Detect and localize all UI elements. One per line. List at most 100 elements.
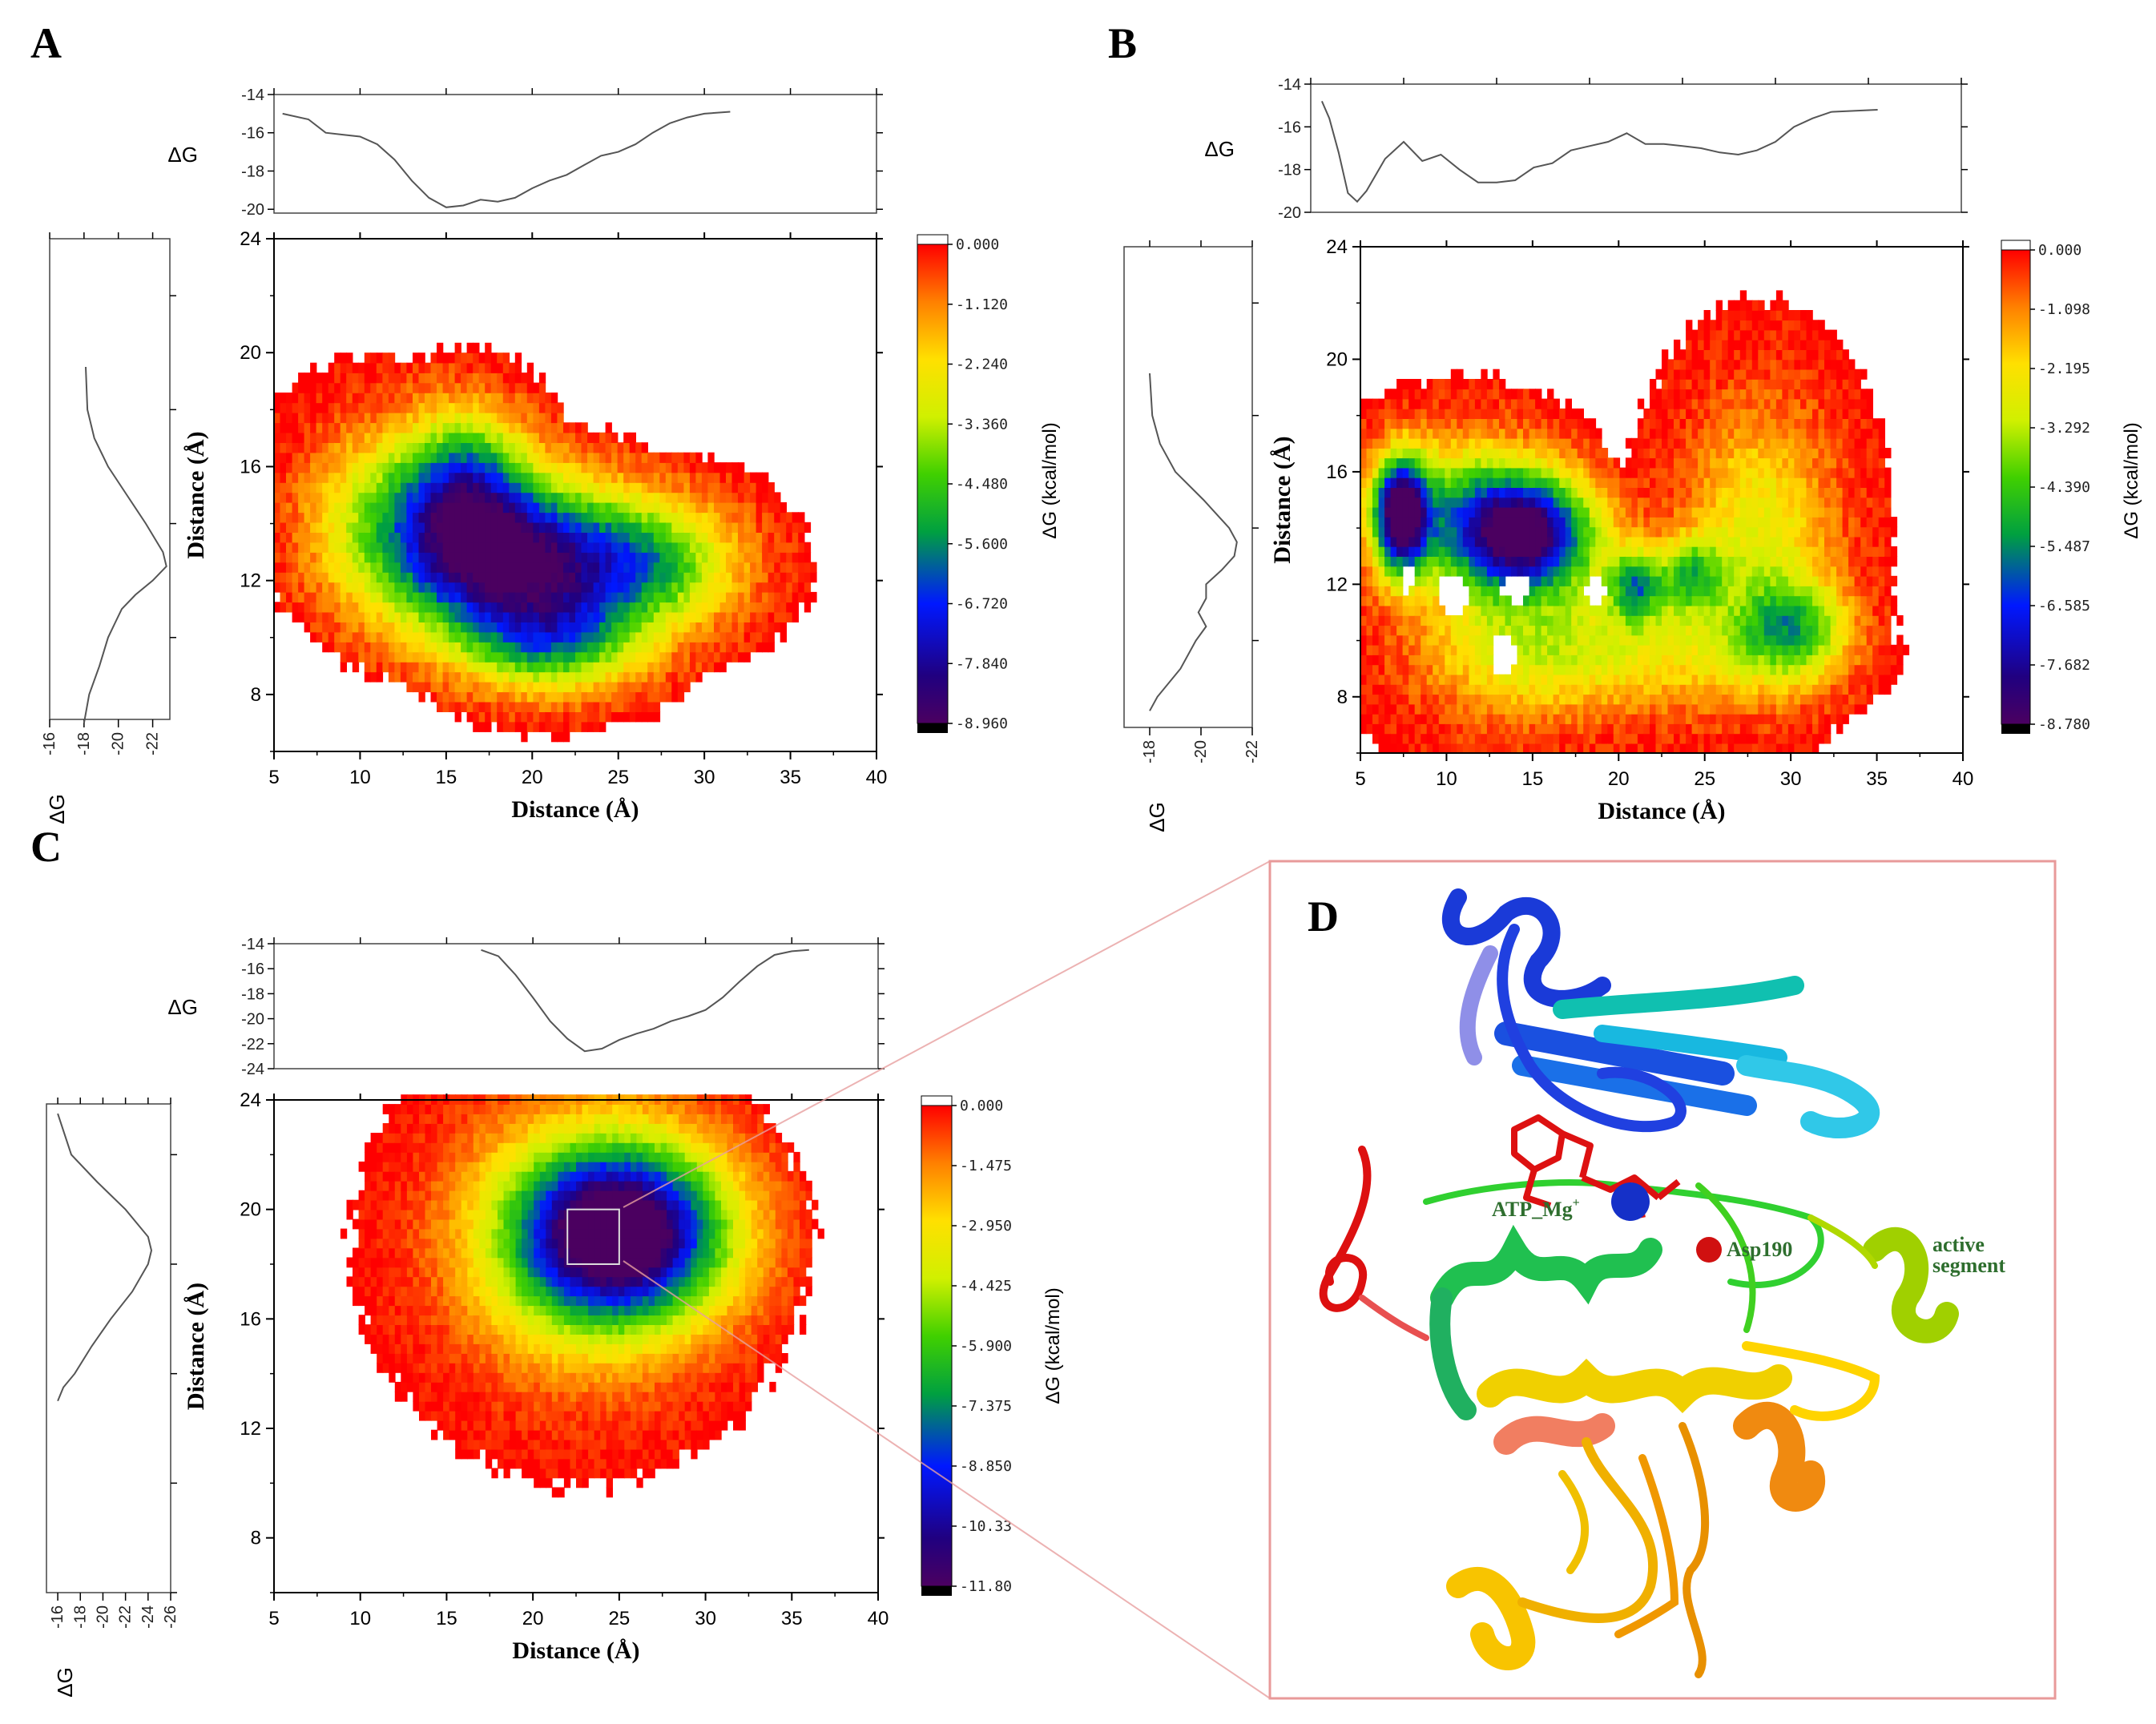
heatmap-cell: [726, 612, 732, 622]
heatmap-cell: [1475, 694, 1481, 704]
heatmap-cell: [726, 592, 732, 602]
heatmap-cell: [1643, 606, 1650, 616]
heatmap-cell: [353, 413, 359, 423]
heatmap-cell: [707, 473, 714, 483]
heatmap-cell: [358, 442, 365, 453]
heatmap-cell: [1535, 546, 1541, 557]
heatmap-cell: [1535, 448, 1541, 458]
heatmap-cell: [1571, 409, 1578, 419]
heatmap-cell: [497, 393, 503, 403]
heatmap-cell: [1499, 556, 1505, 566]
heatmap-cell: [1469, 457, 1475, 468]
heatmap-cell: [1457, 457, 1463, 468]
heatmap-cell: [1493, 399, 1499, 409]
heatmap-cell: [1698, 556, 1704, 566]
heatmap-cell: [503, 602, 510, 612]
heatmap-cell: [642, 442, 648, 453]
heatmap-cell: [1487, 546, 1493, 557]
heatmap-cell: [1499, 389, 1505, 399]
heatmap-cell: [491, 512, 498, 522]
heatmap-cell: [1583, 723, 1590, 734]
heatmap-cell: [1451, 448, 1457, 458]
heatmap-cell: [618, 632, 624, 642]
heatmap-cell: [599, 662, 606, 672]
heatmap-cell: [1607, 675, 1614, 685]
heatmap-cell: [1523, 556, 1529, 566]
heatmap-cell: [1360, 615, 1367, 626]
heatmap-cell: [1698, 369, 1704, 380]
heatmap-cell: [1578, 526, 1584, 537]
heatmap-cell: [1535, 723, 1541, 734]
heatmap-cell: [1451, 556, 1457, 566]
heatmap-cell: [461, 562, 467, 573]
heatmap-cell: [1505, 675, 1512, 685]
heatmap-cell: [1517, 457, 1524, 468]
heatmap-cell: [1547, 576, 1554, 586]
heatmap-cell: [599, 482, 606, 493]
heatmap-cell: [1499, 684, 1505, 695]
heatmap-cell: [1439, 606, 1445, 616]
heatmap-cell: [1379, 635, 1385, 646]
heatmap-cell: [419, 352, 425, 363]
heatmap-cell: [1505, 409, 1512, 419]
heatmap-cell: [1614, 517, 1620, 527]
heatmap-cell: [473, 562, 479, 573]
heatmap-cell: [756, 502, 763, 513]
heatmap-cell: [695, 512, 702, 522]
heatmap-cell: [1722, 566, 1728, 577]
heatmap-cell: [1463, 615, 1469, 626]
heatmap-cell: [1391, 526, 1397, 537]
heatmap-cell: [394, 413, 401, 423]
heatmap-cell: [1740, 438, 1747, 449]
heatmap-cell: [1469, 448, 1475, 458]
heatmap-cell: [756, 602, 763, 612]
heatmap-cell: [503, 592, 510, 602]
heatmap-cell: [310, 602, 316, 612]
heatmap-cell: [606, 522, 612, 533]
heatmap-cell: [792, 612, 799, 622]
heatmap-cell: [1391, 655, 1397, 665]
heatmap-cell: [382, 582, 389, 592]
heatmap-cell: [365, 473, 371, 483]
heatmap-cell: [1403, 546, 1409, 557]
heatmap-cell: [431, 582, 437, 592]
heatmap-cell: [714, 552, 720, 562]
heatmap-cell: [1493, 517, 1499, 527]
heatmap-cell: [1451, 675, 1457, 685]
heatmap-cell: [1391, 625, 1397, 635]
heatmap-cell: [671, 473, 678, 483]
heatmap-cell: [341, 383, 347, 393]
heatmap-cell: [1469, 468, 1475, 478]
heatmap-cell: [744, 602, 751, 612]
heatmap-cell: [1668, 566, 1674, 577]
heatmap-cell: [539, 632, 546, 642]
heatmap-cell: [678, 512, 684, 522]
heatmap-cell: [774, 532, 780, 542]
heatmap-cell: [389, 473, 395, 483]
left-profile-xlabel: ΔG: [45, 794, 69, 824]
heatmap-cell: [365, 453, 371, 463]
heatmap-cell: [1559, 487, 1566, 497]
heatmap-cell: [594, 711, 600, 722]
heatmap-cell: [1360, 537, 1367, 547]
heatmap-cell: [1469, 615, 1475, 626]
heatmap-cell: [1421, 664, 1427, 675]
heatmap-cell: [539, 602, 546, 612]
heatmap-cell: [485, 532, 491, 542]
heatmap-cell: [1722, 704, 1728, 715]
heatmap-cell: [1716, 468, 1723, 478]
heatmap-cell: [1511, 714, 1517, 724]
heatmap-cell: [1626, 586, 1632, 596]
heatmap-cell: [582, 482, 588, 493]
heatmap-cell: [358, 582, 365, 592]
heatmap-cell: [1523, 723, 1529, 734]
heatmap-cell: [1566, 576, 1572, 586]
heatmap-cell: [455, 652, 461, 663]
heatmap-cell: [461, 702, 467, 712]
heatmap-cell: [1662, 694, 1668, 704]
heatmap-cell: [1704, 664, 1711, 675]
heatmap-cell: [1384, 645, 1391, 655]
heatmap-cell: [599, 612, 606, 622]
heatmap-cell: [1379, 457, 1385, 468]
top-y-tick-label: -16: [241, 125, 264, 143]
